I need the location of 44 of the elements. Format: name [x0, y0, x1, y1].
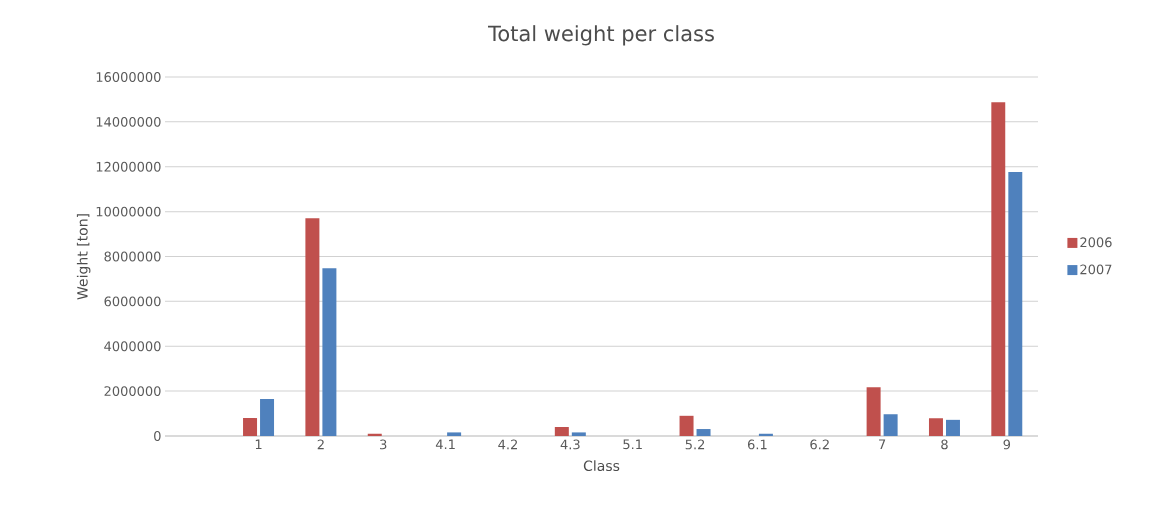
y-tick-label: 8000000 [104, 251, 161, 262]
bar [554, 427, 569, 436]
x-tick-label: 4.2 [498, 439, 517, 450]
x-axis-title: Class [583, 460, 620, 472]
y-tick-label: 10000000 [96, 206, 161, 217]
y-tick-label: 6000000 [104, 296, 161, 307]
y-axis-title: Weight [ton] [76, 214, 91, 300]
x-tick-label: 1 [255, 439, 262, 450]
bar [883, 414, 898, 436]
legend-label: 2006 [1080, 237, 1112, 248]
bar [758, 433, 773, 436]
x-tick-label: 5.2 [685, 439, 705, 450]
y-tick-label: 0 [154, 431, 161, 441]
bar [571, 432, 586, 436]
x-tick-label: 6.1 [747, 439, 767, 450]
y-tick-label: 4000000 [104, 341, 161, 352]
y-tick-label: 2000000 [104, 386, 161, 397]
x-tick-label: 3 [380, 439, 387, 450]
y-tick-label: 16000000 [96, 72, 161, 82]
bar [928, 418, 943, 436]
bar [866, 387, 881, 436]
x-tick-label: 7 [879, 439, 886, 450]
x-tick-label: 4.3 [560, 439, 580, 450]
bar [260, 398, 275, 436]
y-tick-label: 14000000 [96, 116, 161, 127]
x-tick-label: 9 [1003, 439, 1011, 450]
bar [447, 432, 462, 436]
x-tick-label: 5.1 [623, 439, 642, 450]
y-tick-label: 12000000 [96, 161, 161, 172]
bar [367, 433, 382, 436]
bar [945, 419, 960, 436]
x-tick-label: 8 [941, 439, 948, 450]
bar [679, 415, 694, 436]
x-tick-label: 2 [317, 439, 324, 450]
x-tick-label: 6.2 [810, 439, 829, 450]
bar [991, 102, 1006, 436]
bar [696, 429, 711, 436]
chart-title: Total weight per class [488, 25, 714, 46]
bar [243, 418, 258, 436]
bar [1008, 171, 1023, 436]
legend-label: 2007 [1080, 264, 1112, 275]
bar [322, 268, 337, 436]
bar [305, 218, 320, 436]
x-tick-label: 4.1 [435, 439, 455, 450]
